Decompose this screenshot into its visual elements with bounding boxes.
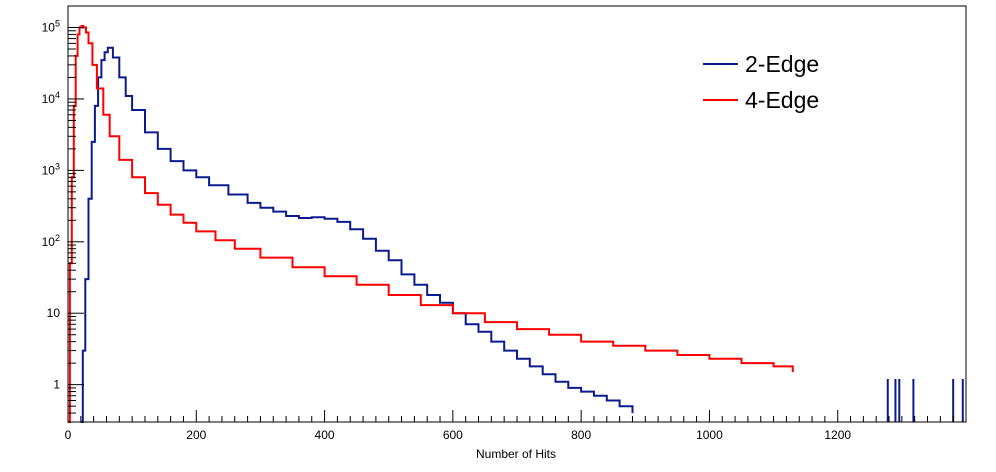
series-line-four-edge (68, 25, 794, 423)
y-axis: 1 10 102 103 104 105 (42, 5, 84, 423)
legend: 2-Edge 4-Edge (703, 51, 819, 113)
x-tick-label: 1200 (824, 428, 851, 442)
series-line-two-edge (80, 46, 634, 423)
y-tick-label: 103 (42, 161, 60, 177)
series-layer (68, 25, 964, 423)
y-tick-label: 104 (42, 90, 60, 106)
y-tick-label: 105 (42, 19, 60, 35)
x-tick-label: 800 (571, 428, 591, 442)
x-axis: 0 200 400 600 800 1000 1200 (65, 410, 967, 442)
legend-label: 2-Edge (745, 51, 819, 77)
legend-label: 4-Edge (745, 87, 819, 113)
x-tick-label: 600 (443, 428, 463, 442)
y-tick-label: 10 (47, 306, 61, 320)
y-tick-label: 1 (53, 378, 60, 392)
x-axis-title: Number of Hits (476, 447, 556, 461)
x-tick-label: 200 (186, 428, 206, 442)
x-tick-label: 0 (65, 428, 72, 442)
x-tick-label: 1000 (696, 428, 723, 442)
y-tick-label: 102 (42, 233, 60, 249)
x-tick-label: 400 (315, 428, 335, 442)
